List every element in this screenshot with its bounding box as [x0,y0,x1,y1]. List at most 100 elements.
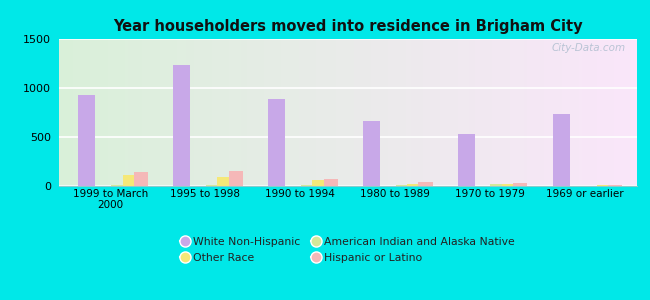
Bar [489,39,493,186]
Bar [93,39,96,186]
Bar [284,39,287,186]
Bar [119,39,122,186]
Bar [605,39,608,186]
Bar [160,39,162,186]
Bar [502,184,516,186]
Bar [336,39,339,186]
Bar [629,39,631,186]
Bar [382,39,385,186]
Bar [385,39,388,186]
Bar [403,39,406,186]
Bar [553,39,556,186]
Bar [527,39,530,186]
Bar [229,172,243,186]
Bar [140,39,142,186]
Bar [212,39,214,186]
Bar [64,39,67,186]
Bar [276,39,278,186]
Bar [105,39,108,186]
Bar [619,39,623,186]
Bar [162,39,166,186]
Bar [180,39,183,186]
Bar [585,39,588,186]
Text: City-Data.com: City-Data.com [551,44,625,53]
Bar [90,39,93,186]
Bar [368,39,371,186]
Bar [192,39,194,186]
Bar [186,39,188,186]
Bar [134,172,148,186]
Bar [547,39,550,186]
Bar [514,183,527,186]
Bar [452,39,455,186]
Bar [224,39,226,186]
Bar [290,39,292,186]
Bar [255,39,258,186]
Bar [495,39,498,186]
Bar [463,39,466,186]
Bar [99,39,102,186]
Bar [478,39,481,186]
Bar [597,39,599,186]
Bar [391,39,394,186]
Bar [122,175,136,186]
Bar [229,39,232,186]
Bar [244,39,246,186]
Bar [484,39,487,186]
Bar [446,39,449,186]
Bar [214,39,218,186]
Bar [174,39,177,186]
Bar [475,39,478,186]
Bar [380,39,382,186]
Bar [252,39,255,186]
Bar [240,39,244,186]
Bar [146,39,148,186]
Bar [84,39,87,186]
Bar [70,39,73,186]
Bar [623,39,625,186]
Bar [188,39,192,186]
Bar [408,39,411,186]
Bar [79,95,96,186]
Bar [272,39,276,186]
Bar [371,39,374,186]
Bar [330,39,333,186]
Bar [238,39,240,186]
Bar [111,39,114,186]
Bar [312,180,326,186]
Bar [481,39,484,186]
Bar [562,39,565,186]
Bar [87,39,90,186]
Bar [131,39,134,186]
Bar [419,182,433,186]
Bar [539,39,541,186]
Bar [203,39,206,186]
Bar [287,39,290,186]
Bar [168,39,172,186]
Bar [322,39,324,186]
Bar [307,39,310,186]
Bar [134,39,136,186]
Bar [194,39,198,186]
Bar [76,39,79,186]
Bar [345,39,348,186]
Bar [406,39,408,186]
Bar [151,39,154,186]
Bar [394,39,397,186]
Bar [304,39,307,186]
Bar [519,39,521,186]
Bar [397,39,400,186]
Bar [423,39,426,186]
Bar [128,39,131,186]
Bar [541,39,545,186]
Bar [603,39,605,186]
Bar [466,39,469,186]
Bar [591,39,593,186]
Bar [281,39,284,186]
Bar [469,39,472,186]
Bar [498,39,501,186]
Bar [333,39,336,186]
Bar [631,39,634,186]
Bar [472,39,475,186]
Bar [250,39,252,186]
